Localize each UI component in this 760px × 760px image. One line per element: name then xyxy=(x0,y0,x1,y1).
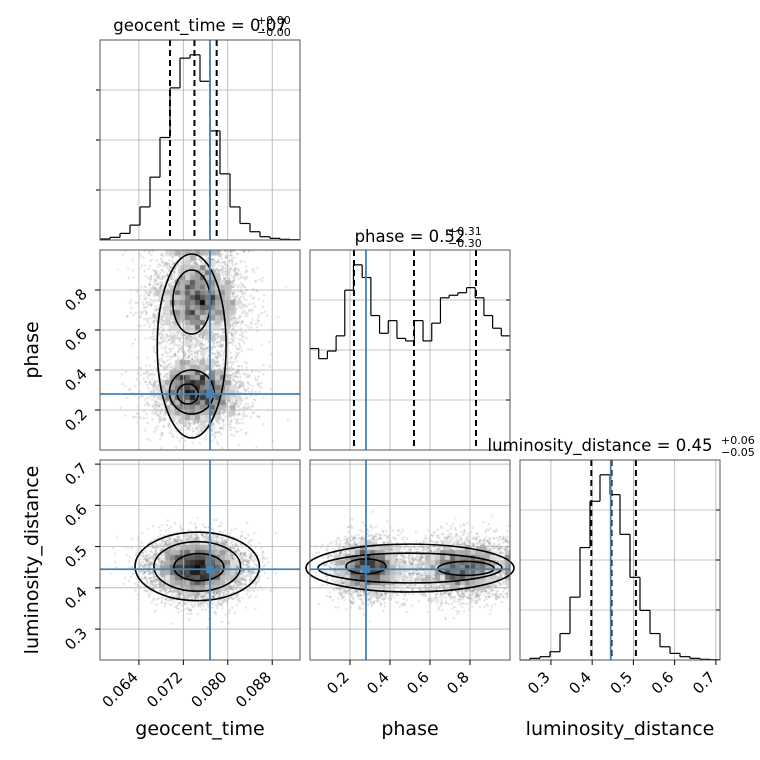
contour-phase-luminosity-distance-0 xyxy=(305,543,515,593)
panel-frame-geocent-time-phase xyxy=(99,249,301,451)
panel-frame-geocent-time-geocent-time xyxy=(99,39,301,241)
title-luminosity-distance-minus: −0.05 xyxy=(721,446,755,459)
title-geocent-time: geocent_time = 0.07 xyxy=(113,16,286,36)
xlabel-geocent-time: geocent_time xyxy=(135,718,264,740)
marks-layer xyxy=(100,40,720,661)
title-luminosity-distance: luminosity_distance = 0.45 xyxy=(488,436,713,456)
truth-marker-geocent-time-luminosity-distance xyxy=(206,565,214,574)
contour-geocent-time-luminosity-distance-2 xyxy=(173,552,225,582)
panel-frame-geocent-time-luminosity-distance xyxy=(99,459,301,661)
ylabel-phase: phase xyxy=(21,321,43,378)
panel-frame-phase-phase xyxy=(309,249,511,451)
contour-geocent-time-phase-0 xyxy=(156,253,227,439)
contour-phase-luminosity-distance-1 xyxy=(317,552,503,584)
contour-geocent-time-luminosity-distance-0 xyxy=(134,531,261,602)
title-geocent-time-minus: −0.00 xyxy=(257,26,291,39)
density-geocent-time-phase xyxy=(100,250,300,450)
title-luminosity-distance-plus: +0.06 xyxy=(721,434,755,447)
truth-marker-phase-luminosity-distance xyxy=(362,565,370,574)
contour-geocent-time-luminosity-distance-1 xyxy=(153,540,242,592)
title-phase: phase = 0.52 xyxy=(355,227,466,246)
title-phase-minus: −0.30 xyxy=(448,237,482,250)
panel-frame-phase-luminosity-distance xyxy=(309,459,511,661)
xlabel-phase: phase xyxy=(381,718,438,740)
truth-marker-geocent-time-phase xyxy=(206,390,214,398)
density-geocent-time-luminosity-distance xyxy=(100,460,300,660)
density-layer xyxy=(100,250,510,660)
ylabel-luminosity-distance: luminosity_distance xyxy=(21,466,43,655)
title-phase-plus: +0.31 xyxy=(448,225,482,238)
title-geocent-time-plus: +0.00 xyxy=(257,14,291,27)
xlabel-luminosity-distance: luminosity_distance xyxy=(526,718,715,740)
density-phase-luminosity-distance xyxy=(310,460,510,660)
panel-frame-luminosity-distance-luminosity-distance xyxy=(519,459,721,661)
